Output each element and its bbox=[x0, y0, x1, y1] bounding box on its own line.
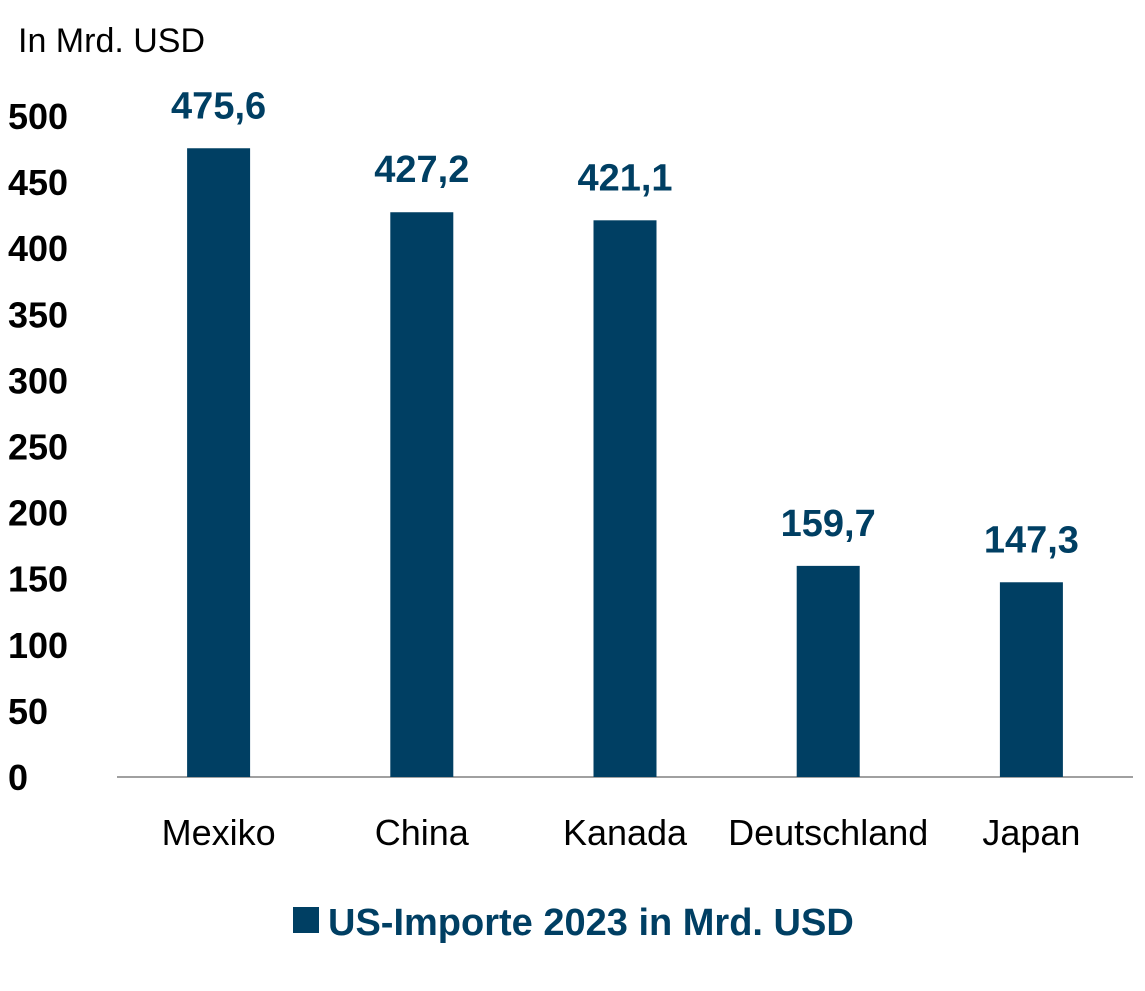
bar bbox=[796, 565, 860, 777]
y-tick-label: 500 bbox=[8, 96, 68, 137]
bar-value-label: 147,3 bbox=[984, 519, 1079, 561]
bar bbox=[187, 148, 251, 777]
y-tick-label: 450 bbox=[8, 162, 68, 203]
y-axis-ticks: 0 50 100 150 200 250 300 350 400 450 500 bbox=[8, 96, 68, 798]
category-label: China bbox=[375, 812, 470, 853]
y-tick-label: 0 bbox=[8, 757, 28, 798]
y-tick-label: 300 bbox=[8, 360, 68, 401]
bar bbox=[390, 212, 454, 778]
category-label: Kanada bbox=[563, 812, 688, 853]
bar-value-label: 475,6 bbox=[171, 85, 266, 127]
y-tick-label: 400 bbox=[8, 228, 68, 269]
y-tick-label: 250 bbox=[8, 427, 68, 468]
bar-series: 475,6 427,2 421,1 159,7 147,3 bbox=[171, 85, 1079, 778]
y-tick-label: 150 bbox=[8, 559, 68, 600]
y-tick-label: 200 bbox=[8, 493, 68, 534]
legend-swatch bbox=[293, 907, 319, 933]
y-tick-label: 50 bbox=[8, 691, 48, 732]
bar bbox=[593, 220, 657, 778]
category-label: Mexiko bbox=[162, 812, 276, 853]
category-label: Deutschland bbox=[728, 812, 928, 853]
y-tick-label: 100 bbox=[8, 625, 68, 666]
bar-value-label: 421,1 bbox=[577, 157, 672, 199]
bar-value-label: 159,7 bbox=[781, 503, 876, 545]
bar bbox=[999, 582, 1063, 777]
bar-value-label: 427,2 bbox=[374, 149, 469, 191]
y-unit-label: In Mrd. USD bbox=[18, 22, 205, 60]
y-tick-label: 350 bbox=[8, 294, 68, 335]
legend: US-Importe 2023 in Mrd. USD bbox=[293, 902, 854, 944]
x-axis-categories: Mexiko China Kanada Deutschland Japan bbox=[162, 812, 1081, 853]
legend-label: US-Importe 2023 in Mrd. USD bbox=[328, 902, 854, 944]
category-label: Japan bbox=[982, 812, 1080, 853]
